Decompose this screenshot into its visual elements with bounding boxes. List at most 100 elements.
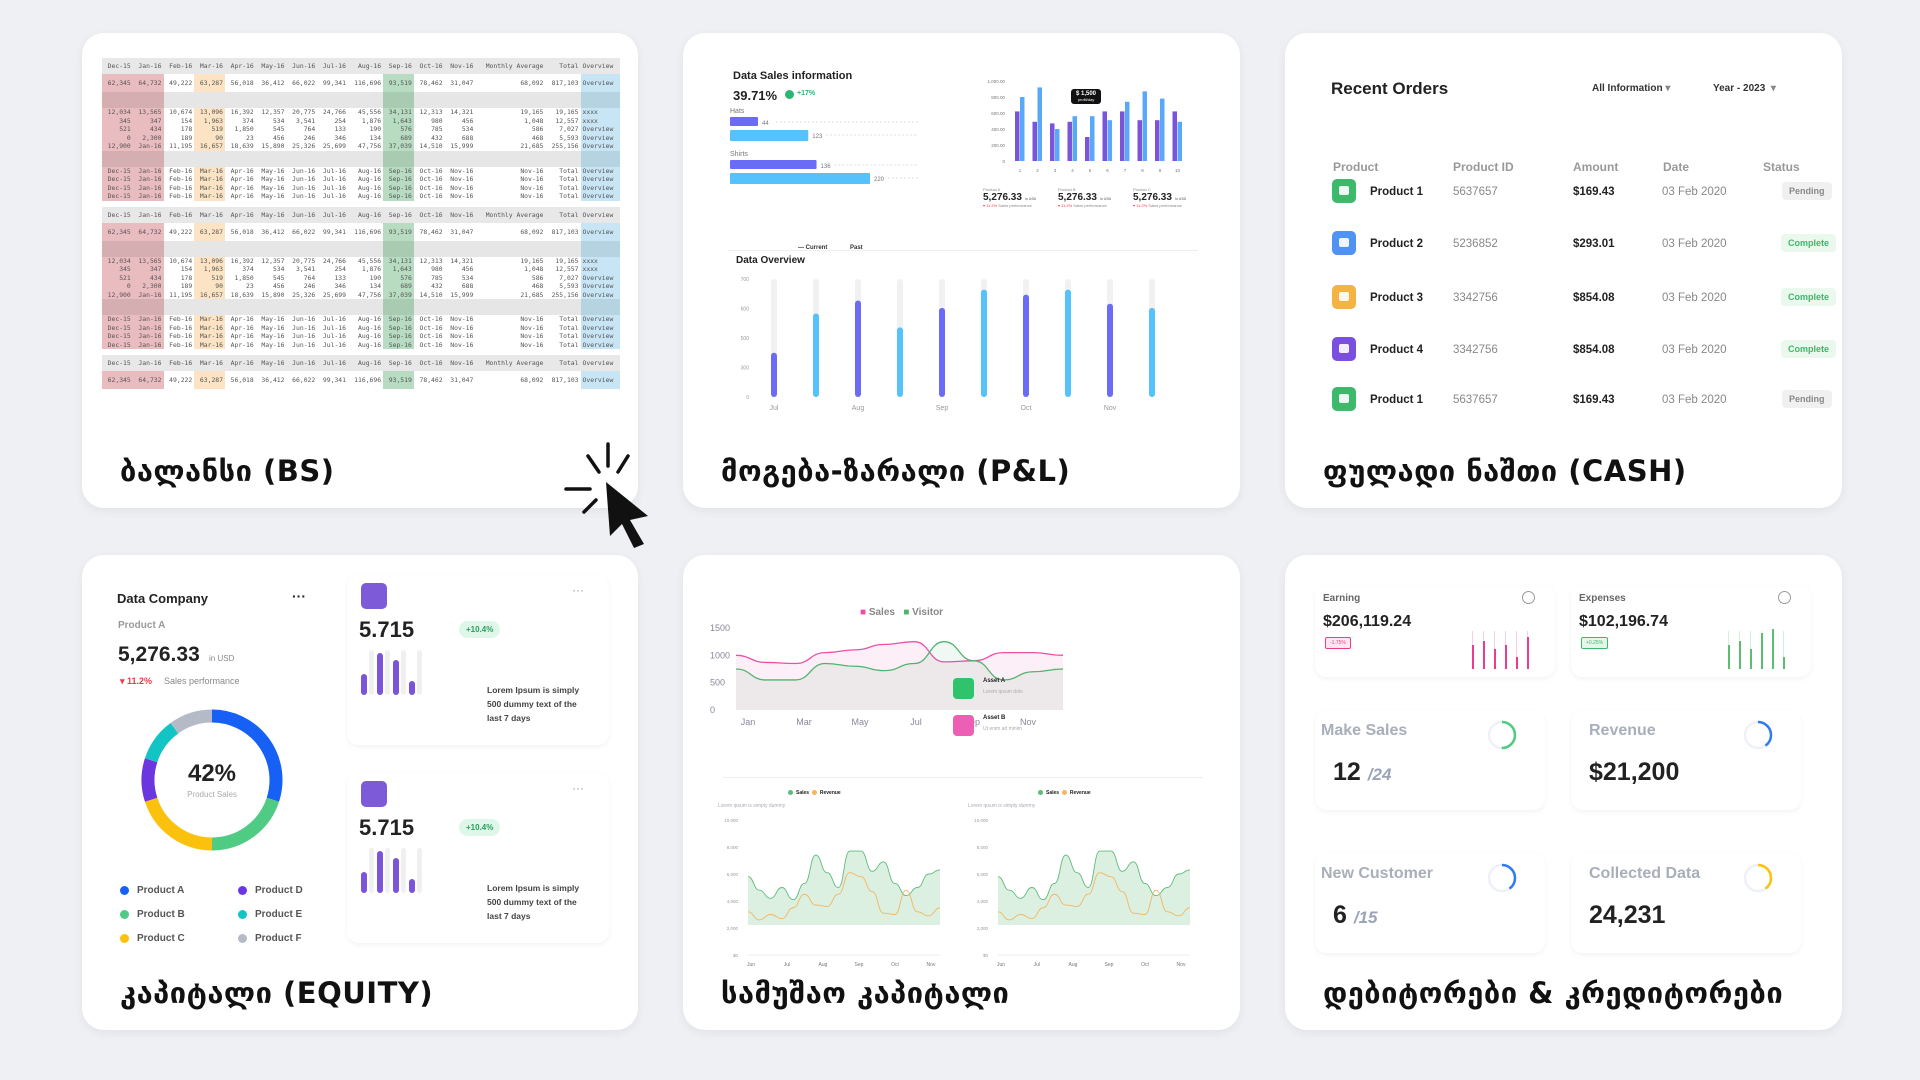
sheet-cell: 45,556: [358, 256, 382, 265]
dollar-icon: [361, 583, 387, 609]
sheet-cell: Apr-16: [230, 315, 254, 324]
sheet-cell: Total: [559, 332, 579, 341]
more-icon[interactable]: [1522, 591, 1535, 604]
bar: [855, 300, 861, 397]
bar: [813, 313, 819, 397]
sheet-cell: 25,326: [292, 142, 316, 151]
table-row[interactable]: Product 4 3342756 $854.08 03 Feb 2020 Comple…: [1332, 337, 1837, 367]
sales-revenue-chart: Sales Revenue Lorem ipsum is simply dummy…: [968, 790, 1198, 990]
sheet-cell: 785: [431, 273, 443, 282]
y-tick: 4,000: [727, 899, 739, 904]
sheet-cell: Mar-16: [194, 206, 225, 223]
sheet-cell: Apr-16: [230, 166, 254, 175]
filter-dropdown-info[interactable]: All Information ▾: [1592, 83, 1670, 94]
bar: [939, 307, 945, 397]
sheet-cell: 93,519: [383, 371, 414, 389]
kpi-label: Make Sales: [1321, 722, 1408, 739]
sheet-cell: Sep-16: [383, 315, 414, 324]
amount: $169.43: [1573, 186, 1615, 198]
stat-value: 5.715: [359, 815, 415, 840]
sheet-cell: 468: [531, 133, 544, 142]
sheet-cell: Mar-16: [194, 183, 225, 192]
sheet-cell: Overview: [580, 175, 620, 184]
y-tick: 600: [741, 307, 750, 313]
legend: Sales Revenue: [1038, 790, 1091, 796]
card-working-capital[interactable]: ■ Sales ■ Visitor 0 500 1000 1500 Jan Mar May J…: [683, 555, 1240, 1030]
sheet-cell: Jun-16: [292, 175, 316, 184]
sheet-cell: Dec-15: [102, 183, 133, 192]
card-cash[interactable]: Recent Orders All Information ▾ Year - 2…: [1285, 33, 1842, 508]
table-row[interactable]: Product 3 3342756 $854.08 03 Feb 2020 Comple…: [1332, 285, 1837, 315]
hbar-past: [730, 130, 809, 141]
mini-bar: [1483, 641, 1485, 669]
stat-card[interactable]: ··· 5.715 +10.4% Lorem Ipsum is simply 500 d…: [347, 575, 609, 745]
card-profit-loss[interactable]: Data Sales information 39.71% +17% Hats 4…: [683, 33, 1240, 508]
sheet-cell: 521: [102, 125, 133, 134]
filter-dropdown-year[interactable]: Year - 2023 ▾: [1713, 83, 1776, 94]
sheet-cell: Mar-16: [194, 332, 225, 341]
sheet-cell: Jul-16: [322, 166, 346, 175]
sheet-cell: Apr-16: [230, 192, 254, 201]
sheet-cell: 64,732: [132, 222, 164, 241]
sheet-cell: 1,963: [194, 265, 225, 274]
legend-item: Product F: [238, 933, 302, 944]
table-row[interactable]: Product 2 5236852 $293.01 03 Feb 2020 Comple…: [1332, 231, 1837, 261]
bar: [1055, 129, 1060, 161]
sheet-cell: Nov-16: [450, 323, 474, 332]
bar: [1072, 116, 1077, 161]
card-balance-sheet[interactable]: Dec-15 Jan-16 Feb-16 Mar-16 Apr-16 May-16 Jun-…: [82, 33, 638, 508]
more-icon[interactable]: ···: [572, 781, 584, 795]
kpi-value: 6: [1333, 901, 1347, 929]
sheet-cell: May-16: [261, 340, 285, 349]
sheet-cell: 19,165: [555, 256, 579, 265]
kpi-tile[interactable]: New Customer 6 /15: [1315, 853, 1545, 953]
kpi-tile[interactable]: Revenue $21,200: [1571, 710, 1801, 810]
stat-card[interactable]: ··· 5.715 +10.4% Lorem Ipsum is simply 500 d…: [347, 773, 609, 943]
more-icon[interactable]: ···: [292, 588, 306, 604]
sheet-cell: Overview: [580, 355, 620, 371]
more-icon[interactable]: [1778, 591, 1791, 604]
sheet-cell: 10,674: [169, 108, 193, 117]
sheet-cell: Feb-16: [169, 323, 193, 332]
hbar-group-label: Hats: [730, 108, 745, 115]
sheet-cell: 93,519: [383, 222, 414, 241]
card-equity[interactable]: Data Company ··· Product A 5,276.33 in U…: [82, 555, 638, 1030]
kpi-tile[interactable]: Collected Data 24,231: [1571, 853, 1801, 953]
more-icon[interactable]: ···: [572, 583, 584, 597]
sheet-cell: 519: [194, 125, 225, 134]
sheet-cell: 36,412: [261, 227, 285, 236]
sheet-cell: 78,462: [419, 227, 443, 236]
earning-card[interactable]: Earning $206,119.24 -1.75%: [1315, 585, 1555, 677]
y-tick: 700: [741, 277, 750, 283]
table-row[interactable]: Product 1 5637657 $169.43 03 Feb 2020 Pendin…: [1332, 179, 1832, 209]
sheet-row: Dec-15 Jan-16 Feb-16 Mar-16 Apr-16 May-16 Jun-…: [102, 183, 620, 192]
expenses-card[interactable]: Expenses $102,196.74 +0.25%: [1571, 585, 1811, 677]
sheet-cell: Aug-16: [358, 183, 382, 192]
sheet-cell: Nov-16: [520, 175, 544, 184]
recent-orders-title: Recent Orders: [1331, 79, 1449, 98]
sheet-cell: 255,156: [551, 290, 579, 299]
sheet-cell: Dec-15: [102, 175, 133, 184]
legend-item: Product C: [120, 933, 185, 944]
bar: [1032, 121, 1037, 161]
status-badge: Pending: [1782, 390, 1832, 408]
kpi-tile[interactable]: Make Sales 12 /24: [1315, 710, 1545, 810]
sheet-cell: Total: [559, 323, 579, 332]
sheet-row: 521 434 178 519 1,850 545 764 133 190 576 785 534 58…: [102, 125, 620, 134]
sheet-cell: May-16: [261, 175, 285, 184]
series-line-revenue: [747, 872, 941, 921]
table-row[interactable]: Product 1 5637657 $169.43 03 Feb 2020 Pendin…: [1332, 387, 1832, 417]
sheet-cell: Oct-16: [413, 355, 445, 371]
sheet-cell: Jun-16: [286, 206, 318, 223]
sheet-cell: Mar-16: [194, 340, 225, 349]
sheet-cell: 64,732: [132, 371, 164, 389]
sheet-cell: 7,027: [559, 125, 579, 134]
product-id: 3342756: [1453, 292, 1498, 304]
company-title: Data Company: [117, 591, 209, 606]
card-debtors-creditors[interactable]: Earning $206,119.24 -1.75% Expenses $102,196…: [1285, 555, 1842, 1030]
sheet-cell: Aug-16: [358, 175, 382, 184]
sheet-cell: 7,027: [559, 273, 579, 282]
sheet-cell: 688: [461, 133, 474, 142]
x-tick: Jun: [997, 962, 1005, 968]
sheet-cell: Overview: [580, 125, 620, 134]
